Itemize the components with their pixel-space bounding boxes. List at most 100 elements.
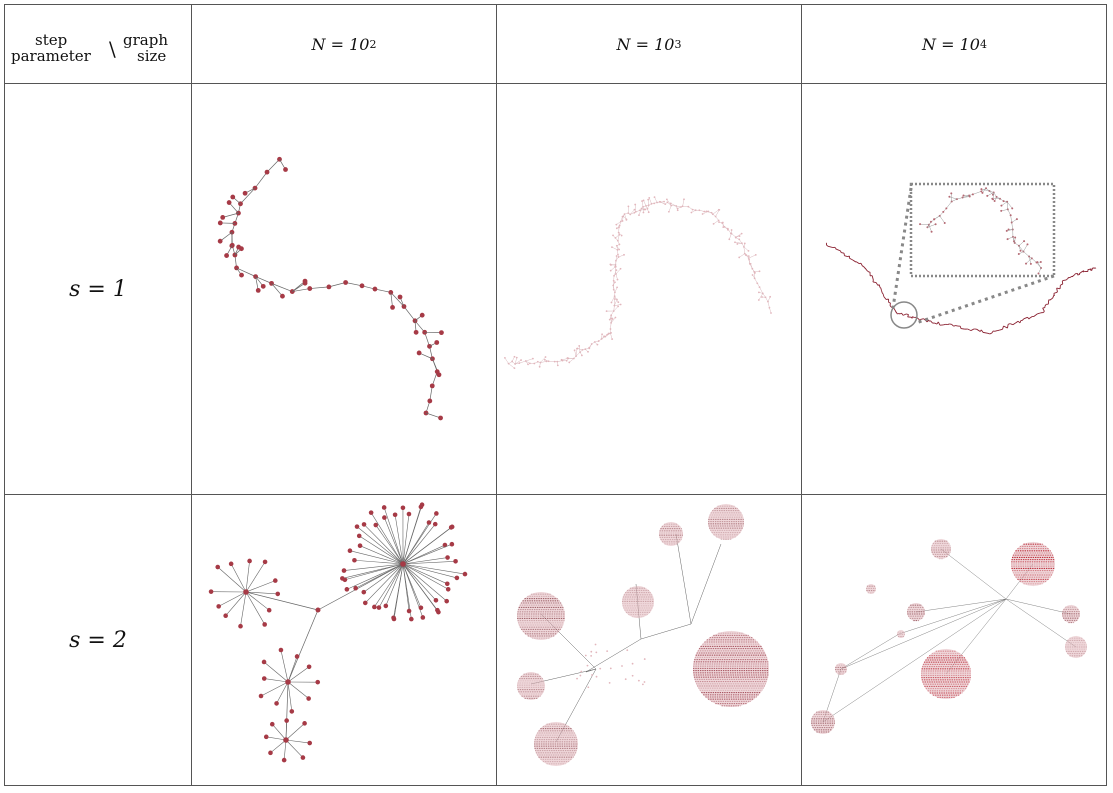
graph-node [609, 328, 612, 330]
graph-edge [826, 244, 829, 247]
graph-node [703, 210, 706, 213]
graph-node [945, 207, 948, 210]
graph-s2-n100 [208, 502, 468, 763]
graph-node [734, 236, 737, 239]
graph-node [306, 696, 311, 701]
graph-edge [354, 559, 404, 565]
graph-node [581, 354, 583, 357]
graph-node [613, 298, 616, 300]
graph-edge [643, 200, 647, 206]
graph-edge [1044, 304, 1047, 307]
column-divider [801, 5, 802, 785]
graph-node [565, 359, 568, 362]
graph-node [581, 349, 584, 351]
graph-edge [769, 307, 772, 314]
graph-node [613, 291, 616, 294]
graph-node [513, 367, 516, 370]
graph-node [556, 364, 559, 367]
graph-node [566, 357, 569, 359]
graph-edge [875, 282, 879, 286]
graph-edge [991, 330, 994, 334]
graph-edge [930, 320, 933, 324]
graph-node [266, 607, 272, 613]
graph-node [216, 604, 221, 609]
graph-edge [365, 563, 404, 604]
graph-node [610, 264, 612, 266]
graph-node [236, 244, 242, 250]
graph-node [691, 208, 694, 211]
graph-node [738, 235, 741, 237]
graph-edge [574, 350, 577, 357]
graph-edge [994, 330, 998, 332]
graph-node [294, 654, 300, 659]
graph-node [533, 362, 536, 365]
graph-node [302, 280, 308, 286]
graph-node [637, 679, 640, 682]
graph-edge [414, 320, 425, 333]
graph-edge [1037, 261, 1042, 269]
graph-node [736, 243, 739, 245]
graph-node [300, 755, 306, 760]
column-header-base: N = 10 [616, 34, 675, 54]
graph-node [587, 686, 590, 689]
graph-node [275, 591, 281, 597]
graph-node [745, 254, 747, 256]
graph-edge [1007, 323, 1011, 325]
graph-node [442, 542, 448, 548]
graph-node [948, 195, 951, 198]
graph-node [619, 267, 622, 270]
graph-edge [611, 296, 615, 303]
graph-node [326, 284, 332, 290]
graph-edge [569, 358, 575, 363]
graph-node [315, 679, 321, 685]
node-cluster [866, 584, 876, 594]
graph-node [268, 750, 273, 756]
graph-node [687, 205, 690, 208]
graph-edge [648, 197, 652, 204]
graph-edge [682, 199, 685, 207]
zoom-circle [890, 301, 918, 329]
graph-edge [946, 201, 952, 209]
row-label: s = 1 [69, 276, 127, 302]
graph-edge [883, 296, 887, 300]
graph-edge [245, 591, 270, 611]
graph-node [239, 272, 244, 278]
graph-edge [840, 633, 900, 670]
graph-edge [317, 563, 404, 611]
graph-edge [1019, 320, 1022, 324]
graph-edge [835, 248, 838, 251]
graph-edge [989, 332, 992, 335]
graph-node [614, 281, 616, 284]
graph-edge [1007, 324, 1009, 329]
graph-node [929, 220, 932, 223]
graph-node [611, 246, 613, 249]
graph-edge [540, 361, 547, 363]
graph-node [599, 667, 602, 670]
graph-edge [230, 563, 247, 593]
graph-node [307, 740, 313, 746]
graph-edge [1056, 288, 1058, 293]
graph-node [406, 608, 412, 614]
graph-node [284, 718, 289, 723]
graph-edge [402, 563, 466, 575]
graph-node [1023, 240, 1026, 243]
graph-node [633, 208, 636, 211]
graph-edge [1010, 215, 1012, 223]
graph-node [653, 196, 656, 199]
graph-edge [1060, 283, 1063, 286]
graph-edge [345, 282, 363, 287]
graph-node [610, 301, 613, 304]
graph-node [659, 201, 662, 203]
graph-node [676, 207, 679, 210]
graph-node [998, 197, 1001, 200]
graph-edge [893, 308, 897, 313]
graph-edge [287, 666, 310, 683]
graph-node [1006, 238, 1009, 241]
graph-edge [712, 209, 719, 215]
graph-node [531, 357, 534, 360]
graph-edge [947, 323, 950, 325]
graph-edge [1018, 245, 1024, 252]
graph-edge [374, 563, 404, 608]
graph-edge [987, 192, 994, 197]
graph-edge [1009, 323, 1014, 326]
